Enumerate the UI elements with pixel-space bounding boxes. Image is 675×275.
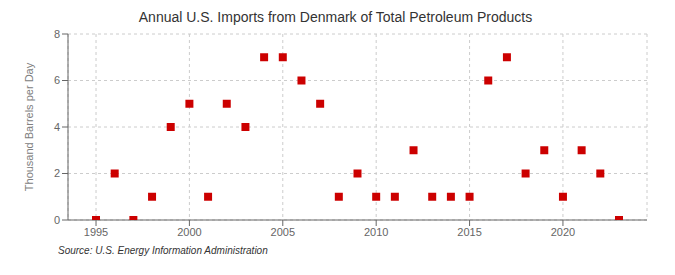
- svg-text:8: 8: [54, 28, 60, 40]
- svg-text:4: 4: [54, 121, 60, 133]
- svg-text:2020: 2020: [551, 226, 575, 238]
- svg-text:2000: 2000: [177, 226, 201, 238]
- svg-text:2010: 2010: [364, 226, 388, 238]
- html-text:Source: U.S. Energy Informatio: Source: U.S. Energy Information Administ…: [58, 245, 268, 256]
- svg-text:2: 2: [54, 167, 60, 179]
- svg-text:1995: 1995: [84, 226, 108, 238]
- svg-text:2005: 2005: [271, 226, 295, 238]
- svg-text:Thousand Barrels per Day: Thousand Barrels per Day: [23, 62, 35, 191]
- html-text:Annual U.S. Imports from Denma: Annual U.S. Imports from Denmark of Tota…: [138, 9, 533, 25]
- svg-text:2015: 2015: [457, 226, 481, 238]
- svg-text:0: 0: [54, 214, 60, 226]
- svg-text:6: 6: [54, 74, 60, 86]
